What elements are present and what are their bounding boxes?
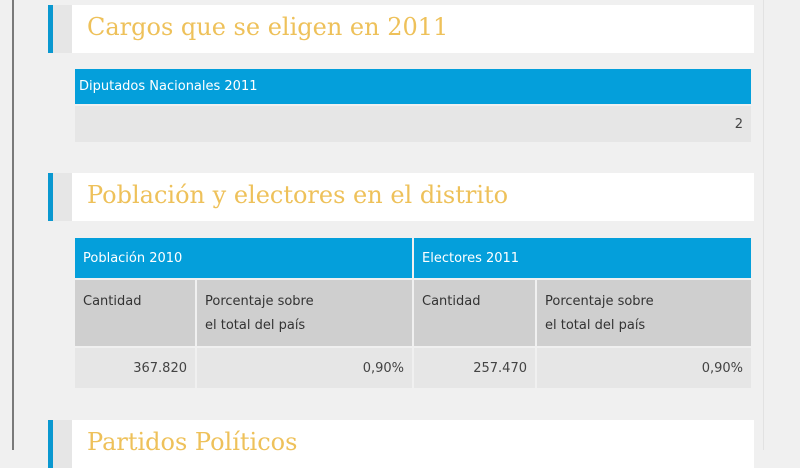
header-line: el total del país	[205, 318, 306, 333]
window-border	[12, 0, 14, 450]
poblacion-porcentaje-header: Porcentaje sobre el total del país	[197, 280, 412, 346]
electores-cantidad-header: Cantidad	[414, 280, 535, 346]
accent-bar	[48, 173, 53, 221]
content-divider	[763, 0, 764, 450]
electores-porcentaje-header: Porcentaje sobre el total del país	[537, 280, 751, 346]
electores-header: Electores 2011	[414, 238, 751, 278]
electores-porcentaje: 0,90%	[537, 348, 751, 388]
header-line: Porcentaje sobre	[205, 294, 314, 309]
spacer	[53, 173, 72, 221]
section-header-cargos: Cargos que se eligen en 2011	[48, 5, 754, 53]
section-title: Población y electores en el distrito	[72, 173, 754, 221]
electores-cantidad: 257.470	[414, 348, 535, 388]
accent-bar	[48, 420, 53, 468]
poblacion-header: Población 2010	[75, 238, 412, 278]
cargo-header: Diputados Nacionales 2011	[75, 69, 751, 104]
section-title: Partidos Políticos	[72, 420, 754, 468]
poblacion-porcentaje: 0,90%	[197, 348, 412, 388]
section-header-poblacion: Población y electores en el distrito	[48, 173, 754, 221]
section-title: Cargos que se eligen en 2011	[72, 5, 754, 53]
cargo-value: 2	[75, 106, 751, 142]
spacer	[53, 420, 72, 468]
poblacion-cantidad: 367.820	[75, 348, 195, 388]
header-line: el total del país	[545, 318, 646, 333]
section-header-partidos: Partidos Políticos	[48, 420, 754, 468]
spacer	[53, 5, 72, 53]
header-line: Porcentaje sobre	[545, 294, 654, 309]
accent-bar	[48, 5, 53, 53]
poblacion-cantidad-header: Cantidad	[75, 280, 195, 346]
